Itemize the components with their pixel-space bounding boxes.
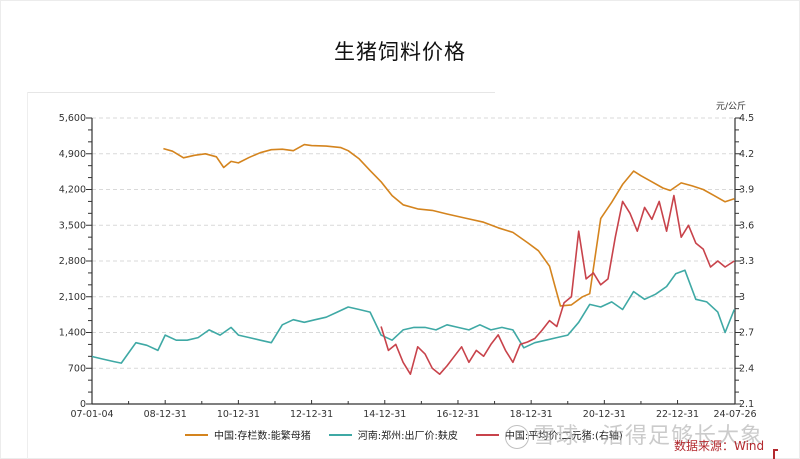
y-right-tick-label: 2.7 (739, 328, 754, 339)
y-left-tick-label: 4,900 (59, 149, 86, 160)
y-right-tick-label: 3.9 (739, 185, 754, 196)
x-tick-label: 18-12-31 (510, 409, 553, 420)
y-right-tick-label: 4.5 (739, 113, 754, 124)
y-left-tick-label: 0 (80, 399, 86, 410)
snowball-logo-icon (505, 425, 529, 449)
y-right-tick-label: 2.1 (739, 399, 754, 410)
x-tick-label: 14-12-31 (363, 409, 406, 420)
y-right-tick-label: 3 (739, 292, 745, 303)
corner-bracket-icon (773, 449, 778, 451)
series-line (380, 194, 735, 376)
y-right-tick-label: 3.6 (739, 220, 754, 231)
x-tick-label: 10-12-31 (217, 409, 260, 420)
watermark-text: 雪球：活得足够长大象 (533, 424, 764, 449)
x-tick-label: 22-12-31 (656, 409, 699, 420)
legend-label: 中国:平均价:二元猪:(右轴) (504, 431, 623, 442)
series-line (163, 143, 735, 307)
x-tick-label: 24-07-26 (713, 409, 756, 420)
legend-item-hog-price: 中国:平均价:二元猪:(右轴) (475, 427, 623, 442)
y-left-tick-label: 2,100 (59, 292, 86, 303)
y-left-tick-label: 2,800 (59, 256, 86, 267)
gridlines (92, 117, 735, 369)
series-lines (91, 143, 736, 376)
x-tick-label: 16-12-31 (436, 409, 479, 420)
y-left-tick-label: 4,200 (59, 185, 86, 196)
legend-label: 中国:存栏数:能繁母猪 (214, 431, 311, 442)
panel-top-border (27, 92, 495, 93)
legend-item-sows: 中国:存栏数:能繁母猪 (185, 427, 311, 442)
legend-swatch-icon (328, 433, 352, 436)
series-line (91, 269, 736, 364)
right-axis-unit: 元/公斤 (716, 102, 747, 112)
x-tick-label: 07-01-04 (70, 409, 113, 420)
x-tick-label: 08-12-31 (144, 409, 187, 420)
chart-title: 生猪饲料价格 (334, 40, 466, 64)
x-tick-label: 20-12-31 (583, 409, 626, 420)
watermark: 雪球：活得足够长大象 (505, 418, 763, 450)
legend-swatch-icon (475, 433, 499, 436)
legend-swatch-icon (185, 433, 208, 436)
axes: 0 2.1 700 2.4 1,400 2.7 2,100 3 2,800 3.3 3,500 3.6… (59, 113, 757, 420)
y-left-tick-label: 3,500 (59, 220, 86, 231)
y-right-tick-label: 3.3 (739, 256, 754, 267)
legend: 中国:存栏数:能繁母猪 河南:郑州:出厂价:麸皮 中国:平均价:二元猪:(右轴) (185, 427, 623, 442)
y-left-tick-label: 700 (68, 363, 86, 374)
source-label: 数据来源：Wind (674, 439, 765, 453)
x-tick-label: 12-12-31 (290, 409, 333, 420)
y-right-tick-label: 2.4 (739, 363, 754, 374)
legend-item-bran: 河南:郑州:出厂价:麸皮 (328, 427, 458, 442)
legend-label: 河南:郑州:出厂价:麸皮 (357, 431, 458, 442)
corner-bracket-icon (773, 449, 775, 459)
y-right-tick-label: 4.2 (739, 149, 754, 160)
y-left-tick-label: 5,600 (59, 113, 86, 124)
panel-left-border (27, 92, 28, 459)
y-left-tick-label: 1,400 (59, 328, 86, 339)
